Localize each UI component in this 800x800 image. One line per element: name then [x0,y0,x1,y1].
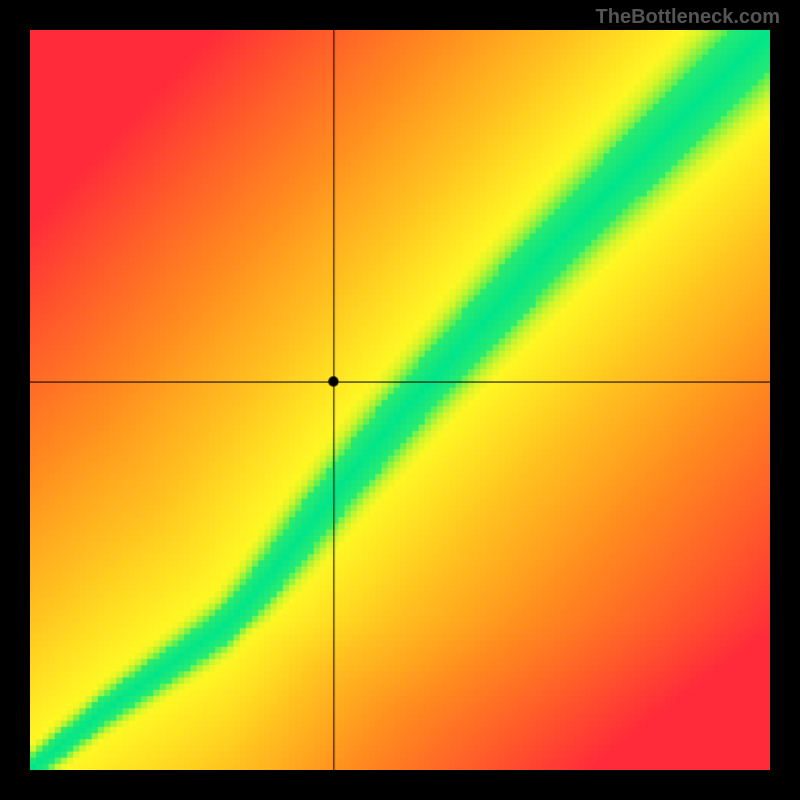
plot-area [30,30,770,770]
heatmap-canvas [30,30,770,770]
chart-container: TheBottleneck.com [0,0,800,800]
watermark-text: TheBottleneck.com [596,6,780,29]
